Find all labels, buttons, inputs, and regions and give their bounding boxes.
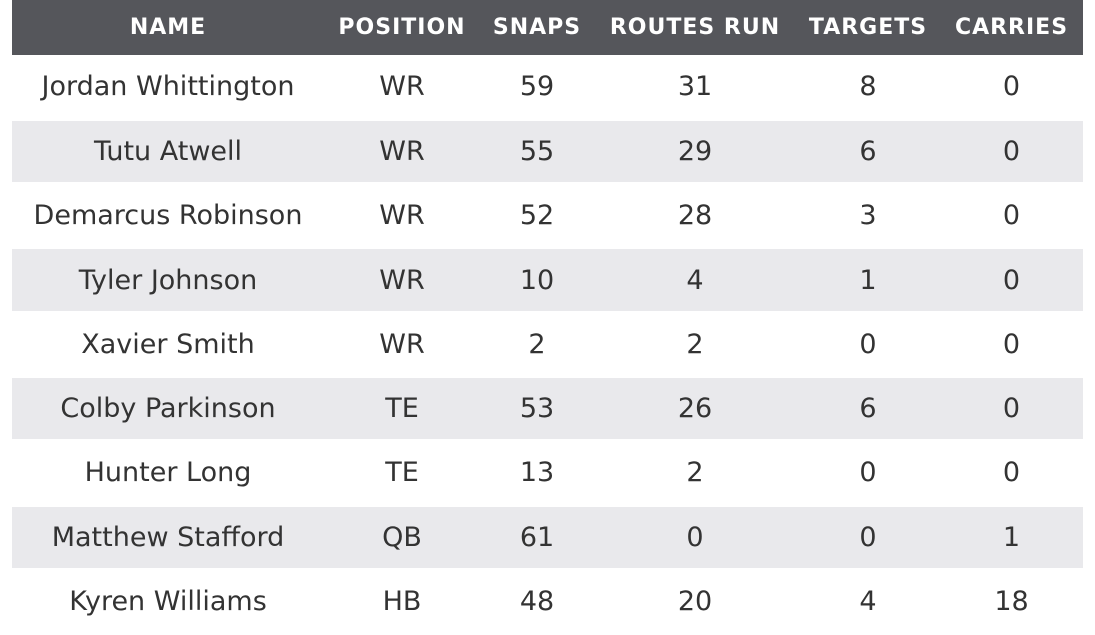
carries-cell: 1 <box>940 505 1083 571</box>
player-name-cell: Kyren Williams <box>12 569 324 635</box>
table-row: Jordan Whittington WR 59 31 8 0 <box>12 55 1083 121</box>
snaps-cell: 59 <box>480 55 594 121</box>
column-header-targets[interactable]: TARGETS <box>808 15 928 40</box>
table-row: Demarcus Robinson WR 52 28 3 0 <box>12 183 1083 250</box>
player-name-cell: Jordan Whittington <box>12 55 324 121</box>
table-header: NAME POSITION SNAPS ROUTES RUN TARGETS C… <box>12 0 1083 55</box>
routes-run-cell: 4 <box>594 247 796 314</box>
position-cell: TE <box>324 440 480 507</box>
targets-cell: 0 <box>796 440 940 507</box>
snaps-cell: 55 <box>480 119 594 186</box>
table-row: Tyler Johnson WR 10 4 1 0 <box>12 247 1083 314</box>
column-header-name[interactable]: NAME <box>129 15 207 40</box>
table-row: Matthew Stafford QB 61 0 0 1 <box>12 505 1083 571</box>
carries-cell: 0 <box>940 119 1083 186</box>
table-row: Hunter Long TE 13 2 0 0 <box>12 440 1083 507</box>
routes-run-cell: 20 <box>594 569 796 635</box>
player-name-cell: Xavier Smith <box>12 312 324 378</box>
position-cell: WR <box>324 119 480 186</box>
column-header-position[interactable]: POSITION <box>338 15 466 40</box>
column-header-carries[interactable]: CARRIES <box>954 15 1069 40</box>
position-cell: TE <box>324 376 480 443</box>
carries-cell: 0 <box>940 55 1083 121</box>
table-row: Colby Parkinson TE 53 26 6 0 <box>12 376 1083 443</box>
column-header-snaps[interactable]: SNAPS <box>492 15 582 40</box>
snaps-cell: 53 <box>480 376 594 443</box>
stats-table-container: NAME POSITION SNAPS ROUTES RUN TARGETS C… <box>12 0 1083 635</box>
player-name-cell: Tutu Atwell <box>12 119 324 186</box>
targets-cell: 4 <box>796 569 940 635</box>
snaps-cell: 13 <box>480 440 594 507</box>
routes-run-cell: 2 <box>594 440 796 507</box>
carries-cell: 0 <box>940 183 1083 250</box>
carries-cell: 0 <box>940 312 1083 378</box>
table-row: Kyren Williams HB 48 20 4 18 <box>12 569 1083 635</box>
snaps-cell: 10 <box>480 247 594 314</box>
targets-cell: 8 <box>796 55 940 121</box>
player-name-cell: Hunter Long <box>12 440 324 507</box>
snaps-cell: 2 <box>480 312 594 378</box>
snaps-cell: 48 <box>480 569 594 635</box>
player-name-cell: Tyler Johnson <box>12 247 324 314</box>
header-row: NAME POSITION SNAPS ROUTES RUN TARGETS C… <box>12 0 1083 55</box>
table-row: Tutu Atwell WR 55 29 6 0 <box>12 119 1083 186</box>
routes-run-cell: 31 <box>594 55 796 121</box>
position-cell: WR <box>324 247 480 314</box>
player-name-cell: Demarcus Robinson <box>12 183 324 250</box>
routes-run-cell: 29 <box>594 119 796 186</box>
position-cell: WR <box>324 312 480 378</box>
table-row: Xavier Smith WR 2 2 0 0 <box>12 312 1083 378</box>
position-cell: WR <box>324 55 480 121</box>
position-cell: HB <box>324 569 480 635</box>
targets-cell: 0 <box>796 312 940 378</box>
targets-cell: 1 <box>796 247 940 314</box>
carries-cell: 0 <box>940 440 1083 507</box>
player-name-cell: Colby Parkinson <box>12 376 324 443</box>
snaps-cell: 52 <box>480 183 594 250</box>
position-cell: QB <box>324 505 480 571</box>
targets-cell: 6 <box>796 376 940 443</box>
routes-run-cell: 2 <box>594 312 796 378</box>
targets-cell: 6 <box>796 119 940 186</box>
carries-cell: 0 <box>940 247 1083 314</box>
routes-run-cell: 28 <box>594 183 796 250</box>
column-header-routes-run[interactable]: ROUTES RUN <box>609 15 781 40</box>
table-body: Jordan Whittington WR 59 31 8 0 Tutu Atw… <box>12 55 1083 635</box>
carries-cell: 0 <box>940 376 1083 443</box>
snaps-cell: 61 <box>480 505 594 571</box>
position-cell: WR <box>324 183 480 250</box>
player-stats-table: NAME POSITION SNAPS ROUTES RUN TARGETS C… <box>12 0 1083 635</box>
player-name-cell: Matthew Stafford <box>12 505 324 571</box>
carries-cell: 18 <box>940 569 1083 635</box>
routes-run-cell: 26 <box>594 376 796 443</box>
routes-run-cell: 0 <box>594 505 796 571</box>
targets-cell: 3 <box>796 183 940 250</box>
targets-cell: 0 <box>796 505 940 571</box>
